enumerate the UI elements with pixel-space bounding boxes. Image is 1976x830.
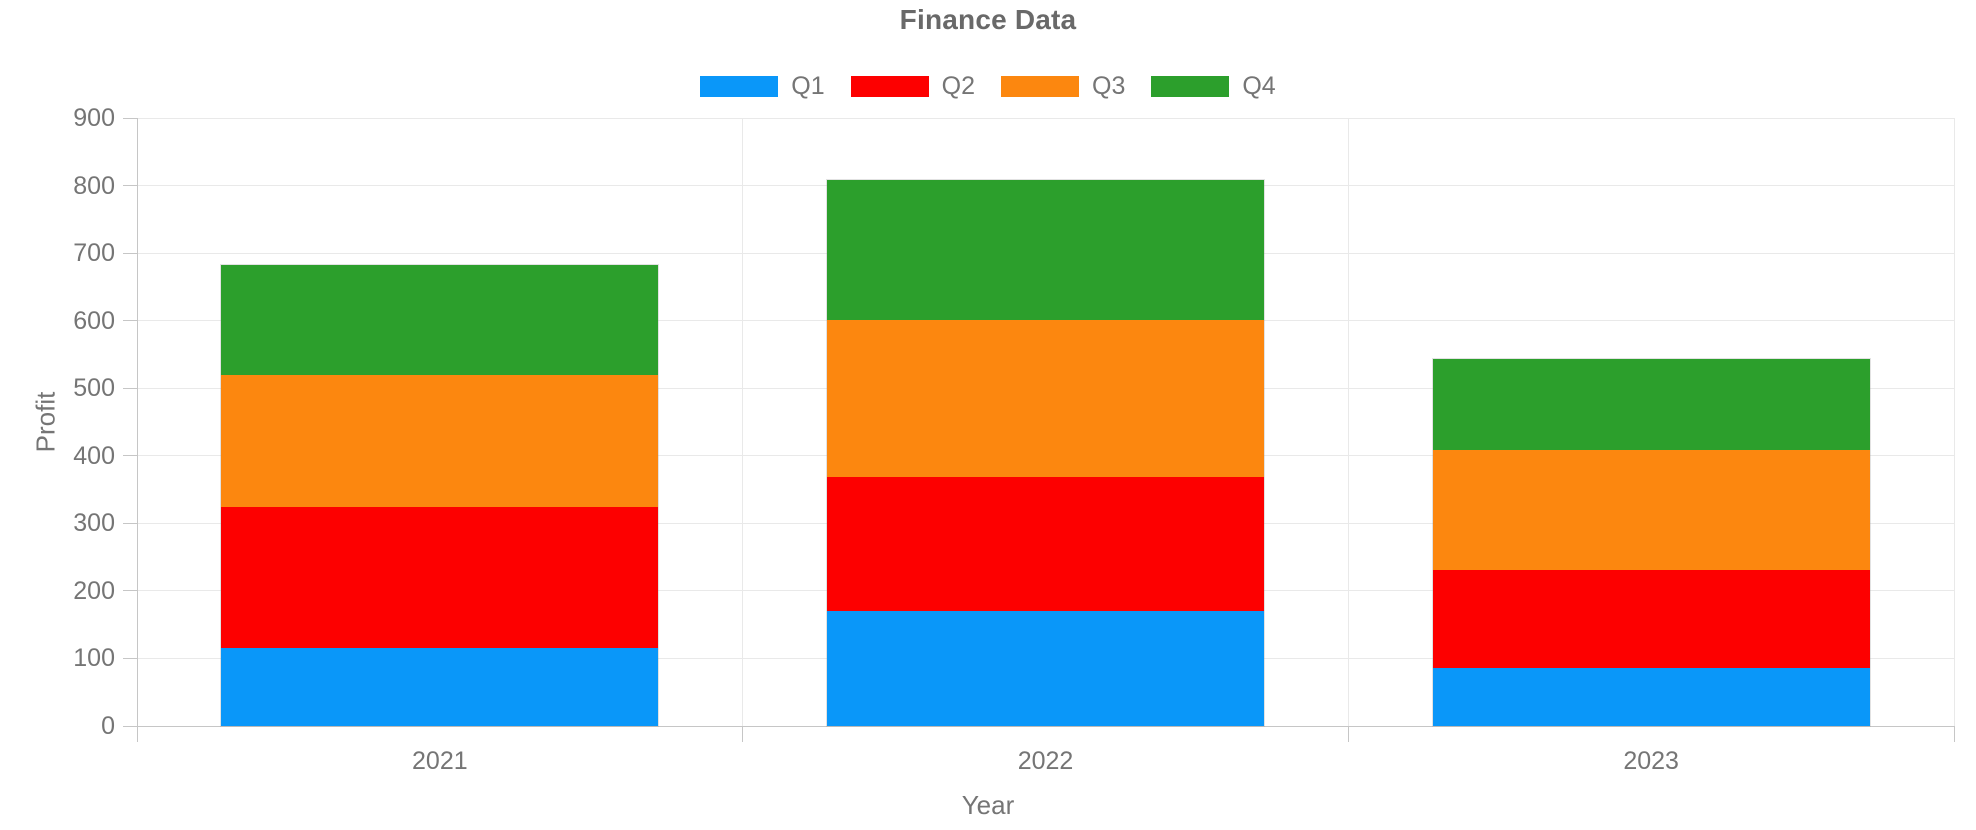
bar-segment-2023-Q4[interactable] (1432, 359, 1870, 451)
bar-2021 (221, 265, 659, 726)
legend: Q1 Q2 Q3 Q4 (0, 72, 1976, 100)
y-axis-tick (123, 117, 137, 119)
y-tick-label-400: 400 (73, 441, 115, 470)
bar-segment-2023-Q3[interactable] (1432, 450, 1870, 570)
legend-item-Q1[interactable]: Q1 (700, 71, 825, 101)
x-axis-tick (1347, 726, 1349, 742)
y-tick-label-500: 500 (73, 374, 115, 403)
y-axis-tick (123, 590, 137, 592)
y-tick-label-600: 600 (73, 306, 115, 335)
legend-label-Q1: Q1 (791, 71, 825, 100)
bar-segment-2021-Q1[interactable] (221, 648, 659, 726)
gridline-vertical (742, 118, 744, 726)
y-tick-label-900: 900 (73, 104, 115, 132)
x-axis-title: Year (961, 790, 1015, 820)
y-axis-line (136, 118, 138, 726)
bar-segment-2022-Q3[interactable] (827, 319, 1264, 478)
x-axis-tick (742, 726, 744, 742)
legend-item-Q4[interactable]: Q4 (1151, 71, 1276, 101)
y-axis-tick (123, 320, 137, 322)
y-axis-tick (123, 455, 137, 457)
y-tick-label-200: 200 (73, 576, 115, 605)
legend-item-Q2[interactable]: Q2 (850, 71, 975, 101)
x-axis-tick (136, 726, 138, 742)
x-tick-label-2023: 2023 (1623, 747, 1679, 775)
x-axis-tick (1953, 726, 1955, 742)
y-axis-tick (123, 185, 137, 187)
x-tick-label-2022: 2022 (1017, 747, 1074, 775)
legend-swatch-Q2 (850, 75, 929, 97)
x-axis-line (123, 725, 1954, 727)
y-tick-label-800: 800 (73, 171, 115, 200)
gridline-vertical (1347, 118, 1349, 726)
legend-label-Q4: Q4 (1242, 71, 1276, 100)
y-axis-tick (123, 522, 137, 524)
bar-segment-2022-Q2[interactable] (827, 477, 1264, 612)
gridline-vertical (1953, 118, 1955, 726)
y-axis-tick (123, 387, 137, 389)
bar-segment-2021-Q2[interactable] (221, 507, 659, 649)
chart-title: Finance Data (899, 4, 1077, 35)
y-tick-label-100: 100 (73, 644, 115, 673)
gridline-horizontal (123, 117, 1954, 119)
legend-swatch-Q1 (700, 75, 779, 97)
bar-2022 (827, 180, 1264, 726)
bar-segment-2021-Q4[interactable] (221, 265, 659, 375)
y-tick-label-700: 700 (73, 239, 115, 268)
bar-segment-2022-Q4[interactable] (827, 180, 1264, 320)
legend-swatch-Q3 (1001, 75, 1079, 97)
bar-segment-2022-Q1[interactable] (827, 611, 1264, 726)
y-tick-label-300: 300 (73, 509, 115, 538)
legend-label-Q2: Q2 (941, 71, 975, 100)
bar-2023 (1432, 359, 1870, 726)
bar-segment-2023-Q2[interactable] (1432, 569, 1870, 668)
bar-segment-2021-Q3[interactable] (221, 374, 659, 508)
y-axis-tick (123, 657, 137, 659)
y-axis-tick (123, 252, 137, 254)
bar-segment-2023-Q1[interactable] (1432, 667, 1870, 726)
y-tick-label-0: 0 (101, 712, 115, 740)
legend-swatch-Q4 (1151, 75, 1230, 97)
x-tick-label-2021: 2021 (412, 747, 468, 775)
legend-item-Q3[interactable]: Q3 (1001, 72, 1125, 101)
legend-label-Q3: Q3 (1092, 71, 1126, 100)
